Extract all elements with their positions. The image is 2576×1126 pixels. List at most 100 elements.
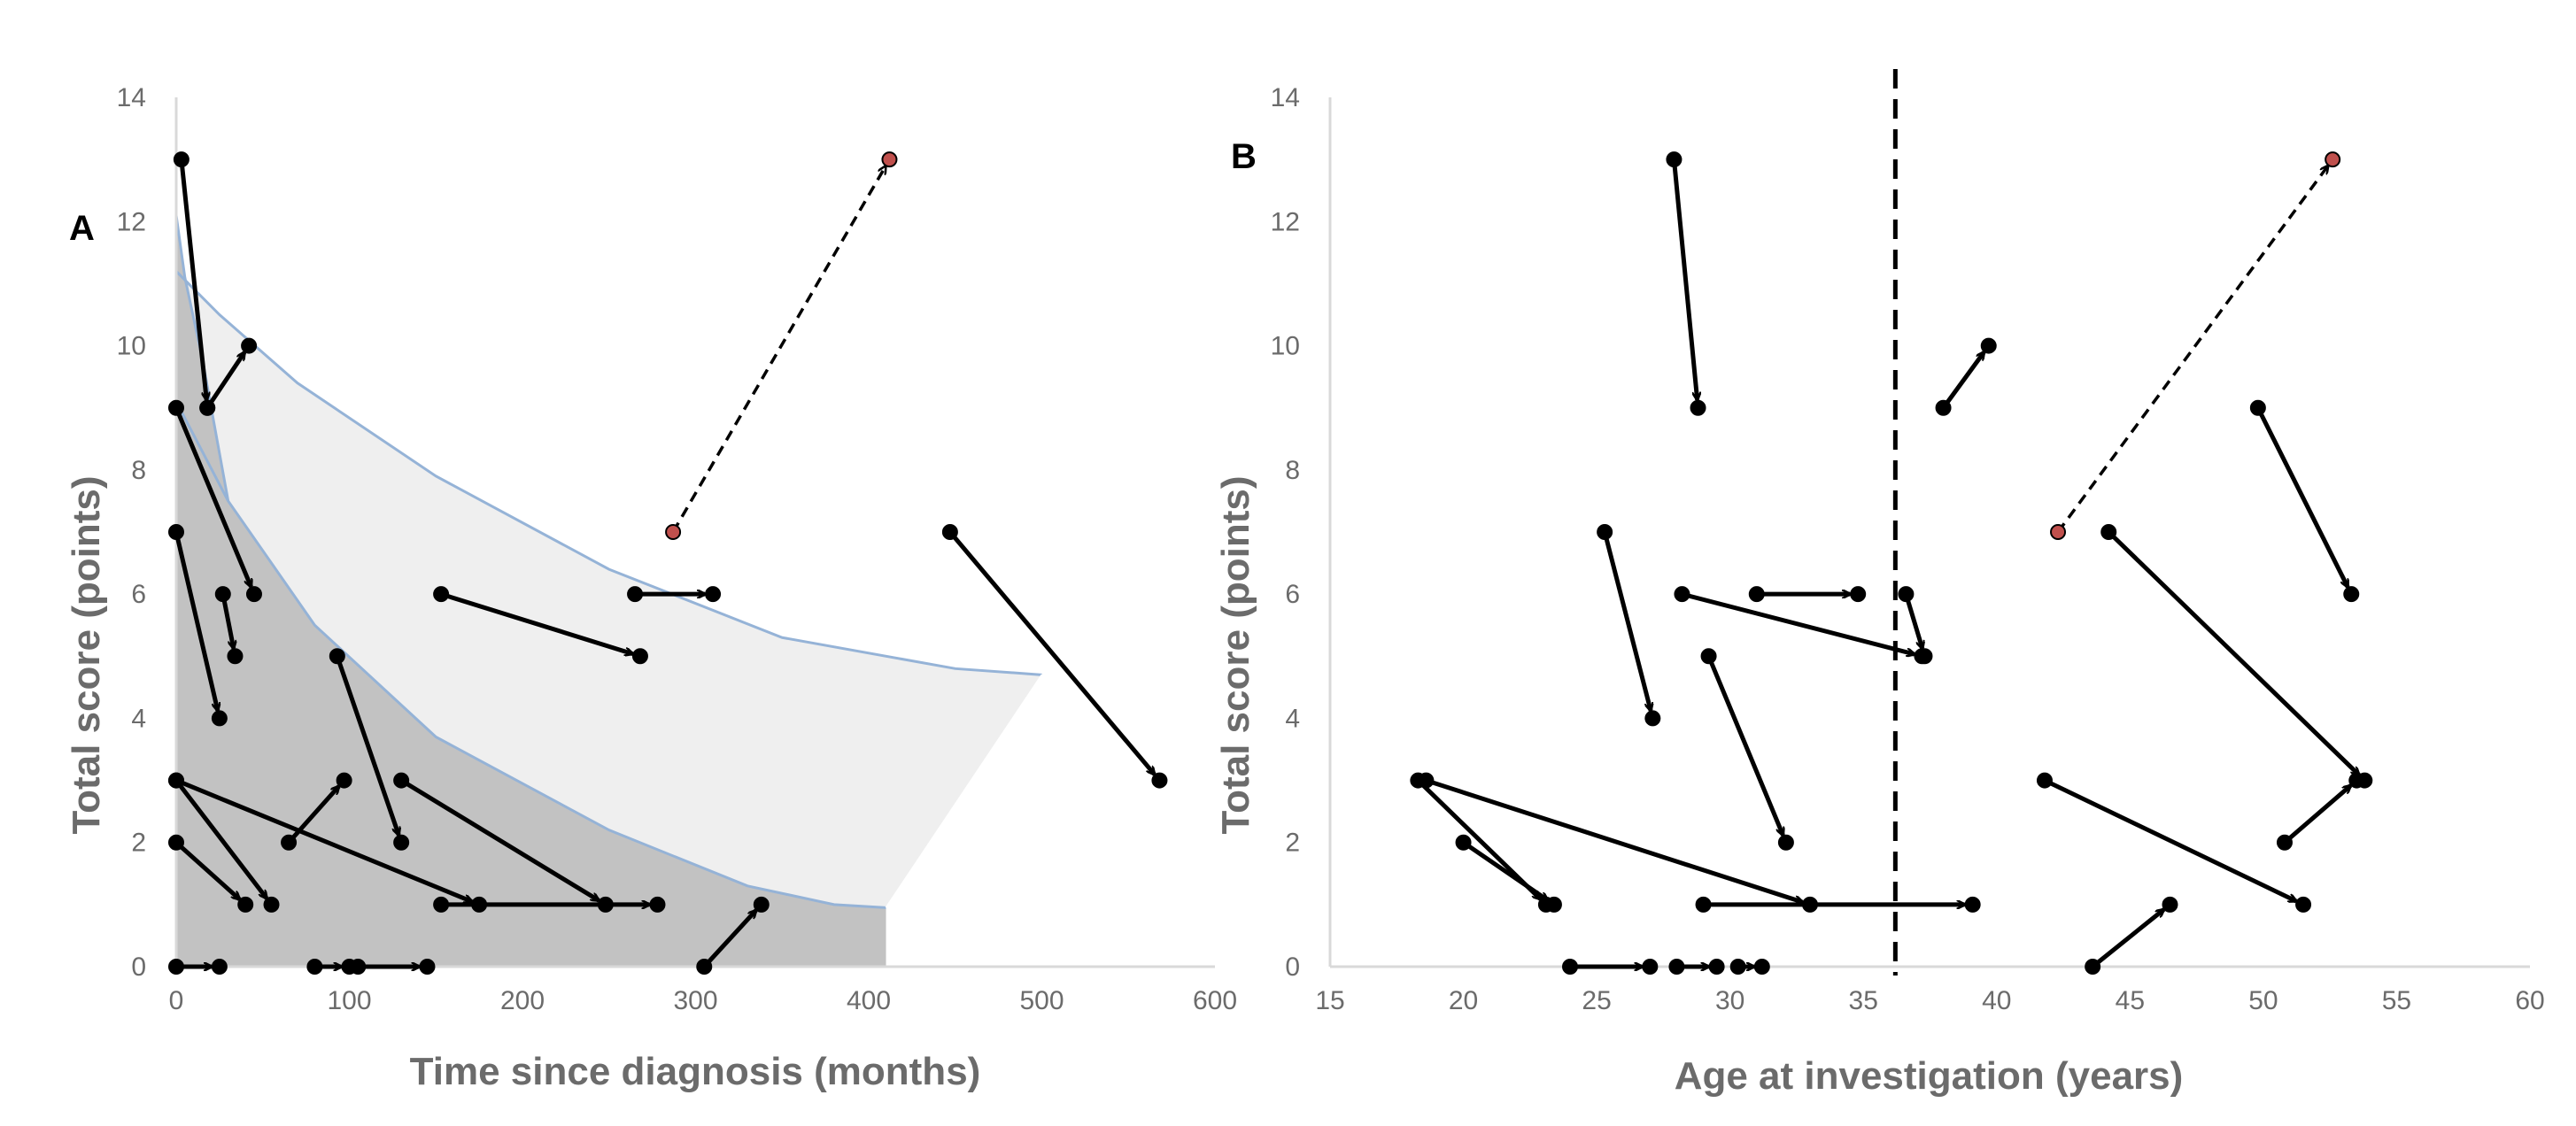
panel-a-patient-17-end-point [753,896,770,913]
panel-b-patient-6-end-point [1916,648,1933,665]
panel-a-patient-13-end-point [631,648,648,665]
panel-a-patient-8-arrow [175,778,472,902]
panel-a-patient-15-arrow [671,166,886,533]
panel-b-patient-3-arrow [1602,531,1651,711]
panel-a-patient-9-end-point [237,896,254,913]
panel-a-inner-band-upper-edge [174,215,230,502]
panel-b-x-tick-label: 45 [2116,986,2145,1015]
panel-a-y-tick-label: 8 [131,456,146,485]
panel-b-x-tick-label: 20 [1449,986,1478,1015]
panel-a-y-axis-title: Total score (points) [65,476,108,835]
panel-b-patient-11-start-point [1695,896,1712,913]
panel-a-patient-19-start-point [306,959,323,975]
panel-b-x-tick-label: 25 [1582,986,1611,1015]
panel-a-patient-5-arrow [220,593,234,648]
panel-a-outer-band-closing-edge [885,674,1043,908]
panel-a-patient-3-start-point [168,399,184,416]
panel-b-patient-16-start-point [2276,834,2293,851]
panel-b-patient-15-end-point [2295,896,2312,913]
panel-a-patient-7-arrow [174,779,267,898]
panel-b-patient-3-start-point [1597,524,1613,540]
panel-b-y-tick-label: 6 [1285,580,1300,609]
panel-a-x-tick-label: 600 [1193,986,1237,1015]
panel-b-y-tick-label: 2 [1285,829,1300,858]
panel-a-patient-6-arrow [335,655,398,835]
panel-b-y-tick-label: 12 [1271,207,1300,236]
panel-a-patient-11-start-point [393,772,410,789]
panel-b-y-tick-label: 10 [1271,332,1300,361]
panel-a-patient-12-start-point [433,896,450,913]
panel-a-patient-10-start-point [281,834,298,851]
panel-a-x-tick-label: 500 [1019,986,1064,1015]
panel-a-outer-band [176,271,1042,908]
panel-b-patient-14-start-point [2249,399,2266,416]
panel-b-patient-10-arrow [1462,840,1548,900]
panel-b-y-ticks: 0 2 4 6 8 10 12 14 [1271,83,1300,982]
panel-b-x-tick-label: 15 [1315,986,1344,1015]
panel-a-x-tick-label: 400 [847,986,891,1015]
panel-a-patient-1-arrow [179,158,206,400]
panel-b-patient-12-end-point [2325,151,2341,168]
panel-a-patient-15-end-point [881,151,898,168]
panel-b-patient-16-end-point [2348,772,2365,789]
panel-a-patient-18-start-point [168,959,184,975]
panel-b-patient-20-end-point [1753,959,1770,975]
panel-b-patient-18-start-point [1562,959,1578,975]
panel-a-patient-4-end-point [211,710,228,727]
panel-b-x-tick-label: 55 [2382,986,2411,1015]
panel-b-patient-15-arrow [2043,778,2296,904]
panel-a-patient-3-arrow [174,406,251,587]
panel-a-patient-16-arrow [948,530,1155,775]
panel-b-patient-1-start-point [1666,151,1683,168]
panel-a-patient-2-start-point [199,399,216,416]
panel-b-patient-17-start-point [2085,959,2101,975]
panel-a-series [168,151,1168,975]
panel-a-patient-10-arrow [287,786,339,844]
panel-a-patient-12-end-point [649,896,666,913]
panel-a-patient-4-arrow [174,531,218,711]
panel-b-patient-4-start-point [1674,586,1690,603]
panel-a-x-axis-title: Time since diagnosis (months) [410,1050,981,1093]
panel-a-patient-6-start-point [329,648,345,665]
panel-b-patient-1-end-point [1690,399,1706,416]
panel-a-patient-5-start-point [214,586,231,603]
panel-b-patient-1-arrow [1671,158,1697,400]
panel-a-y-tick-label: 6 [131,580,146,609]
panel-a-patient-2-end-point [241,337,258,354]
panel-b-x-tick-label: 60 [2515,986,2544,1015]
panel-a-score-bands [174,215,1043,967]
panel-b-patient-6-start-point [1898,586,1915,603]
panel-b-patient-14-end-point [2343,586,2360,603]
panel-b-x-tick-label: 40 [1982,986,2011,1015]
panel-b-patient-9-start-point [1418,772,1435,789]
panel-a-label: A [69,209,95,248]
panel-a-patient-6-end-point [393,834,410,851]
panel-a-patient-4-start-point [168,524,184,540]
panel-a-x-tick-label: 0 [169,986,184,1015]
panel-a-y-tick-label: 4 [131,704,146,733]
panel-b-x-axis-title: Age at investigation (years) [1675,1054,2184,1098]
panel-a-patient-14-end-point [705,586,722,603]
panel-b-patient-15-start-point [2036,772,2053,789]
panel-b-patient-12-start-point [2050,524,2067,540]
panel-b-age-at-investigation: 0 2 4 6 8 10 12 14 15 20 25 30 35 40 45 50 55 60 B Age a… [1214,69,2545,1098]
panel-b-patient-13-arrow [2107,530,2359,775]
panel-a-x-tick-label: 200 [500,986,545,1015]
panel-b-patient-5-start-point [1748,586,1765,603]
panel-a-patient-20-end-point [419,959,436,975]
panel-a-patient-9-start-point [168,834,184,851]
panel-a-patient-13-start-point [433,586,450,603]
panel-b-y-tick-label: 14 [1271,83,1300,112]
panel-b-patient-7-end-point [1777,834,1794,851]
panel-b-x-tick-label: 50 [2248,986,2278,1015]
panel-a-y-tick-label: 2 [131,829,146,858]
panel-a-y-tick-label: 10 [117,332,146,361]
panel-a-patient-2-arrow [205,352,244,410]
panel-a-x-ticks: 0 100 200 300 400 500 600 [169,986,1237,1015]
panel-a-patient-9-arrow [174,840,240,899]
panel-a-patient-5-end-point [227,648,244,665]
panel-b-patient-6-arrow [1904,593,1922,649]
panel-a-patient-7-end-point [263,896,280,913]
panel-b-patient-14-arrow [2255,406,2350,587]
panel-b-patient-2-arrow [1941,352,1984,410]
